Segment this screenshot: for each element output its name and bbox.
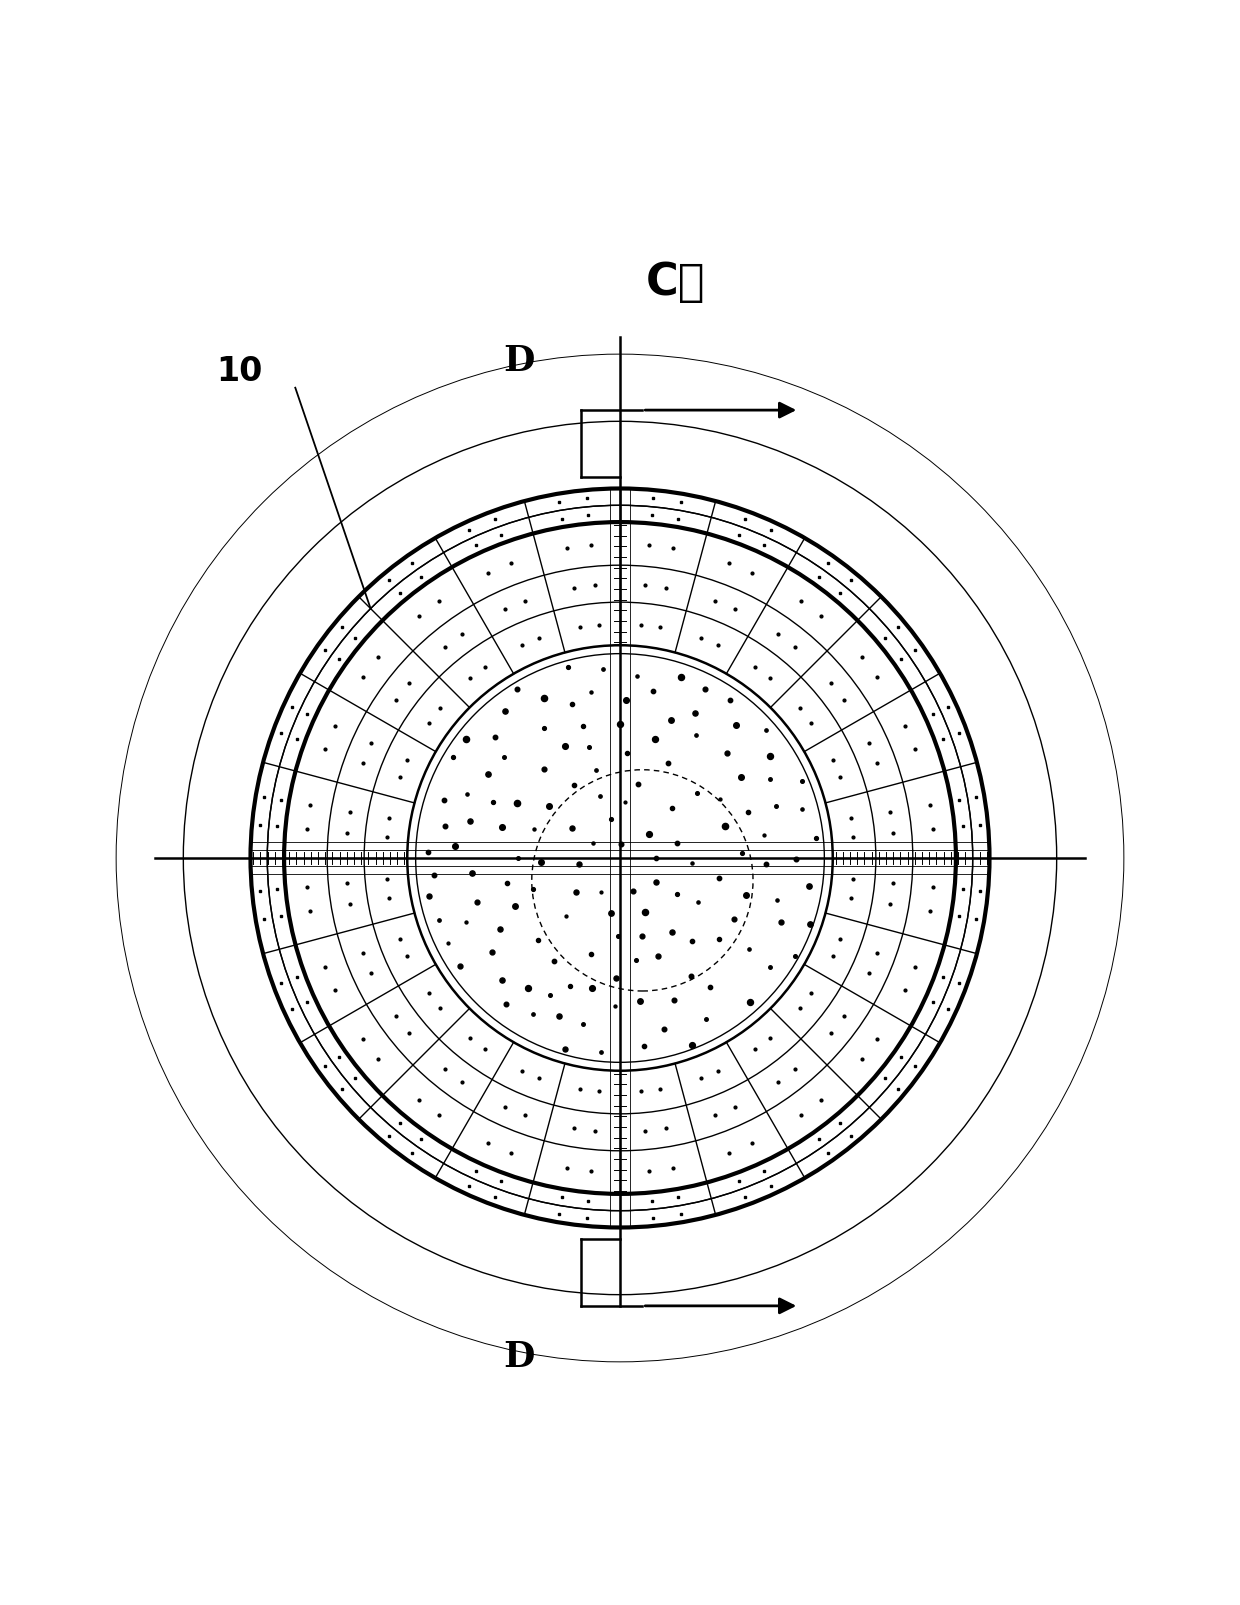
Text: D: D xyxy=(503,1340,534,1374)
Text: C向: C向 xyxy=(646,260,706,303)
Text: D: D xyxy=(503,343,534,377)
Text: 10: 10 xyxy=(216,355,263,388)
